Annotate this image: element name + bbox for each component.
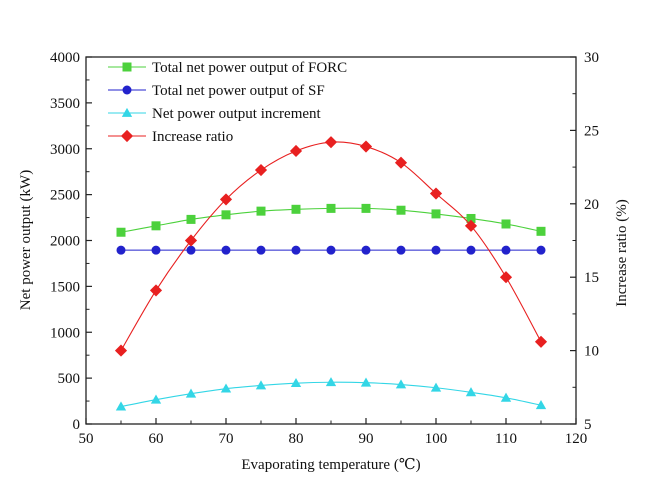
data-point-circle	[326, 245, 336, 255]
data-point-circle	[116, 245, 126, 255]
data-point-diamond	[114, 344, 128, 357]
x-tick-label: 80	[289, 431, 304, 447]
y-tick-label: 2500	[50, 188, 80, 204]
y2-tick-label: 5	[584, 417, 592, 433]
right-y-axis-title: Increase ratio (%)	[614, 199, 630, 306]
data-point-circle	[151, 245, 161, 255]
legend-label-3: Increase ratio	[152, 129, 233, 145]
data-point-diamond	[359, 140, 373, 153]
data-point-circle	[221, 245, 231, 255]
data-point-square	[361, 203, 371, 213]
x-tick-label: 110	[495, 431, 517, 447]
data-point-triangle	[500, 392, 512, 402]
data-point-triangle	[121, 107, 133, 117]
data-point-diamond	[149, 284, 163, 297]
data-point-diamond	[464, 219, 478, 232]
data-point-triangle	[115, 401, 127, 411]
y2-tick-label: 30	[584, 50, 599, 66]
data-point-square	[466, 213, 476, 223]
data-point-diamond	[324, 136, 338, 149]
x-tick-label: 100	[425, 431, 448, 447]
y-tick-label: 1500	[50, 279, 80, 295]
y-tick-label: 500	[58, 371, 81, 387]
x-axis: 50 60 70 80 90 100 110 120	[79, 418, 588, 447]
data-point-triangle	[535, 400, 547, 410]
data-point-circle	[186, 245, 196, 255]
left-y-axis-title: Net power output (kW)	[18, 170, 34, 310]
data-point-triangle	[360, 377, 372, 387]
data-point-square	[186, 214, 196, 224]
data-point-square	[291, 204, 301, 214]
data-point-square	[221, 210, 231, 220]
y-tick-label: 0	[73, 417, 81, 433]
legend-label-1: Total net power output of SF	[152, 83, 325, 99]
data-point-diamond	[254, 163, 268, 177]
data-point-circle	[361, 245, 371, 255]
y-tick-label: 3000	[50, 142, 80, 158]
data-point-diamond	[289, 144, 303, 158]
data-point-triangle	[465, 387, 477, 397]
x-tick-label: 50	[79, 431, 94, 447]
data-point-circle	[396, 245, 406, 255]
data-point-triangle	[150, 394, 162, 404]
y-tick-label: 1000	[50, 325, 80, 341]
data-point-square	[116, 227, 126, 237]
legend-label-2: Net power output increment	[152, 106, 322, 122]
data-point-square	[396, 205, 406, 215]
data-point-square	[431, 209, 441, 219]
data-point-diamond	[429, 187, 443, 200]
y2-tick-label: 10	[584, 344, 599, 360]
x-tick-label: 70	[219, 431, 234, 447]
data-point-circle	[122, 85, 132, 95]
data-point-diamond	[120, 129, 134, 143]
data-point-circle	[431, 245, 441, 255]
data-point-triangle	[430, 382, 442, 392]
data-point-square	[122, 62, 132, 72]
data-point-triangle	[255, 380, 267, 390]
data-point-diamond	[219, 193, 233, 206]
data-point-square	[536, 226, 546, 236]
data-point-triangle	[220, 383, 232, 393]
right-y-axis: 5 10 15 20 25 30	[570, 50, 599, 433]
y-tick-label: 3500	[50, 96, 80, 112]
y2-tick-label: 25	[584, 123, 599, 139]
data-point-diamond	[534, 335, 548, 348]
x-axis-title: Evaporating temperature (℃)	[241, 457, 420, 473]
data-point-triangle	[325, 377, 337, 387]
y2-tick-label: 20	[584, 197, 599, 213]
x-tick-label: 90	[359, 431, 374, 447]
y-tick-label: 4000	[50, 50, 80, 66]
y2-tick-label: 15	[584, 270, 599, 286]
data-point-square	[256, 206, 266, 216]
y-tick-label: 2000	[50, 234, 80, 250]
series-layer	[114, 136, 548, 411]
data-point-square	[501, 219, 511, 229]
data-point-triangle	[290, 377, 302, 388]
data-point-circle	[466, 245, 476, 255]
data-point-diamond	[184, 234, 198, 247]
data-point-triangle	[185, 388, 197, 398]
legend: Total net power output of FORC Total net …	[108, 60, 347, 145]
data-point-diamond	[394, 156, 408, 169]
data-point-circle	[501, 245, 511, 255]
data-point-circle	[536, 245, 546, 255]
data-point-triangle	[395, 379, 407, 389]
legend-label-0: Total net power output of FORC	[152, 60, 347, 76]
x-tick-label: 120	[565, 431, 588, 447]
data-point-circle	[256, 245, 266, 255]
x-tick-label: 60	[149, 431, 164, 447]
data-point-diamond	[499, 271, 513, 284]
data-point-square	[326, 203, 336, 213]
data-point-circle	[291, 245, 301, 255]
left-y-axis: 0 500 1000 1500 2000 2500 3000 3500 4000	[50, 50, 92, 433]
data-point-square	[151, 221, 161, 231]
